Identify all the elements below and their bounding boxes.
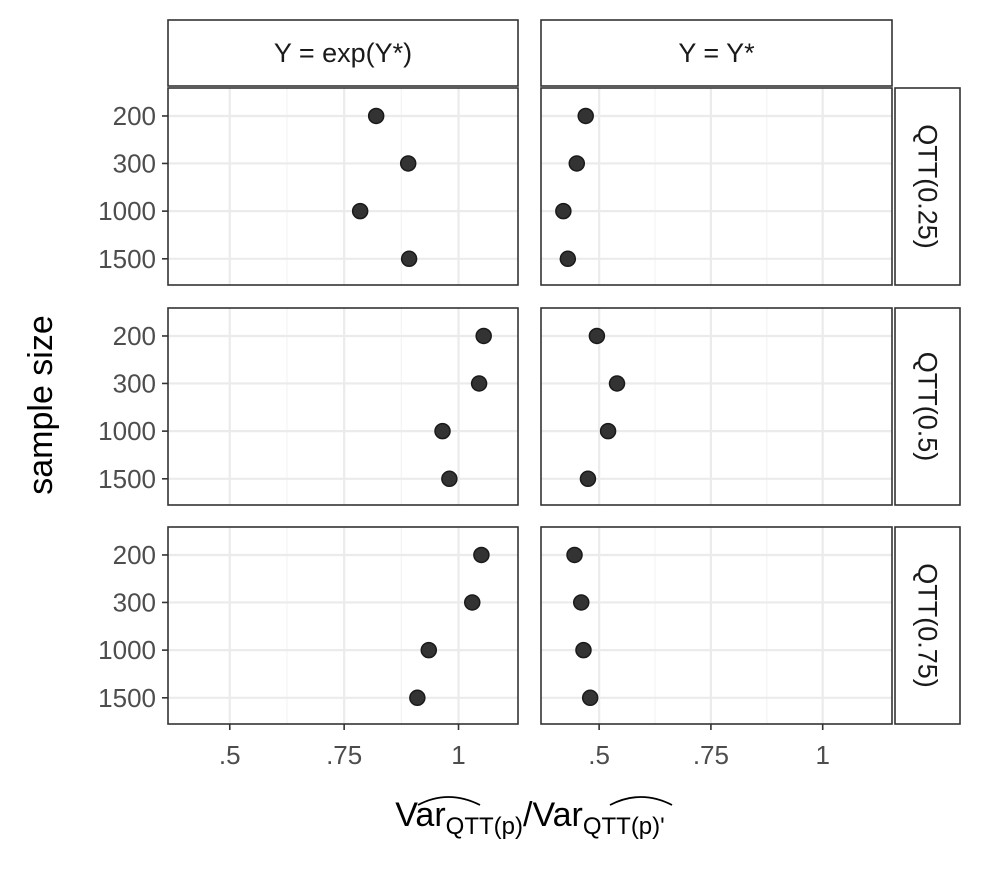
- strip-bg-qtt-0-25: [894, 87, 961, 286]
- y-axis-title: sample size: [22, 315, 60, 495]
- panel-y-exp-y-qtt-0-25: [167, 87, 519, 286]
- y-tick-label: 300: [113, 587, 156, 617]
- data-point-n1500: [559, 250, 577, 268]
- y-tick-label: 300: [113, 148, 156, 178]
- data-point-n1500: [400, 250, 418, 268]
- row-strip-label: QTT(0.25): [913, 124, 943, 249]
- row-strip-label: QTT(0.75): [913, 563, 943, 688]
- panel-background: [168, 88, 518, 285]
- x-axis-title-hat-1: [417, 796, 481, 806]
- facet-panels: [167, 87, 893, 725]
- panel-border: [167, 526, 519, 725]
- x-axis-ticks: .5 .75 1 .5 .75 1: [219, 724, 830, 770]
- panel-y-exp-y-qtt-0-5: [167, 307, 519, 506]
- x-axis-title-var1: Var: [395, 796, 445, 834]
- y-tick-label: 300: [113, 368, 156, 398]
- data-point-n300: [463, 594, 481, 611]
- y-tick-label: 1000: [98, 416, 156, 446]
- x-tick-label: .5: [588, 740, 610, 770]
- x-tick-label: 1: [451, 740, 465, 770]
- data-point-n200: [367, 107, 385, 125]
- x-axis-title-sub2: QTT(p)': [583, 813, 665, 840]
- strip-bg-qtt-0-5: [894, 307, 961, 506]
- row-strip-label: QTT(0.5): [913, 352, 943, 462]
- data-point-n1500: [409, 689, 426, 707]
- x-axis-title-sub1: QTT(p): [446, 813, 523, 840]
- x-axis-title: VarQTT(p)/VarQTT(p)': [395, 796, 664, 840]
- panel-background: [168, 527, 518, 724]
- x-axis-title-var2: Var: [532, 796, 582, 834]
- y-tick-label: 1000: [98, 635, 156, 665]
- x-tick-label: .5: [219, 740, 241, 770]
- panel-border: [540, 87, 893, 286]
- panel-border: [540, 307, 893, 506]
- strip-bg-y-exp-y: [167, 19, 519, 87]
- data-point-n300: [608, 375, 626, 392]
- x-axis-title-hat-2: [609, 796, 673, 806]
- y-tick-label: 1500: [98, 244, 156, 274]
- x-axis-title-slash: /: [523, 796, 533, 834]
- data-point-n1500: [579, 470, 597, 488]
- data-point-n200: [588, 327, 606, 345]
- data-point-n1000: [555, 202, 572, 220]
- x-tick-label: .75: [693, 740, 729, 770]
- data-point-n300: [470, 375, 488, 392]
- y-tick-label: 1500: [98, 683, 156, 713]
- panel-background: [168, 308, 518, 505]
- panel-y-y-qtt-0-25: [540, 87, 893, 286]
- column-strips: Y = exp(Y*) Y = Y*: [167, 19, 893, 87]
- data-point-n1000: [575, 641, 592, 659]
- data-point-n200: [473, 546, 490, 564]
- data-point-n300: [572, 594, 590, 611]
- data-point-n200: [566, 546, 583, 564]
- row-strips: QTT(0.25) QTT(0.5) QTT(0.75): [894, 87, 961, 725]
- data-point-n300: [568, 155, 586, 172]
- strip-bg-y-y: [540, 19, 893, 87]
- panel-y-exp-y-qtt-0-75: [167, 526, 519, 725]
- x-tick-label: .75: [326, 740, 362, 770]
- data-point-n200: [475, 327, 492, 345]
- data-point-n1000: [434, 422, 451, 440]
- y-tick-label: 200: [113, 540, 156, 570]
- data-point-n1000: [599, 422, 617, 440]
- data-point-n300: [399, 155, 417, 172]
- column-strip-label: Y = exp(Y*): [274, 38, 412, 68]
- y-axis-ticks: 200 300 1000 1500 200 300 1000 1500 200 300 1000 15…: [98, 101, 168, 713]
- data-point-n1000: [420, 641, 438, 659]
- data-point-n1000: [351, 202, 369, 220]
- y-tick-label: 1000: [98, 196, 156, 226]
- data-point-n1500: [441, 470, 458, 488]
- panel-y-y-qtt-0-75: [540, 526, 893, 725]
- column-strip-label: Y = Y*: [678, 38, 755, 68]
- panel-y-y-qtt-0-5: [540, 307, 893, 506]
- panel-border: [167, 307, 519, 506]
- strip-bg-qtt-0-75: [894, 526, 961, 725]
- y-tick-label: 1500: [98, 464, 156, 494]
- panel-border: [167, 87, 519, 286]
- data-point-n1500: [581, 689, 599, 707]
- y-tick-label: 200: [113, 101, 156, 131]
- x-tick-label: 1: [815, 740, 829, 770]
- y-tick-label: 200: [113, 321, 156, 351]
- panel-border: [540, 526, 893, 725]
- data-point-n200: [577, 107, 594, 125]
